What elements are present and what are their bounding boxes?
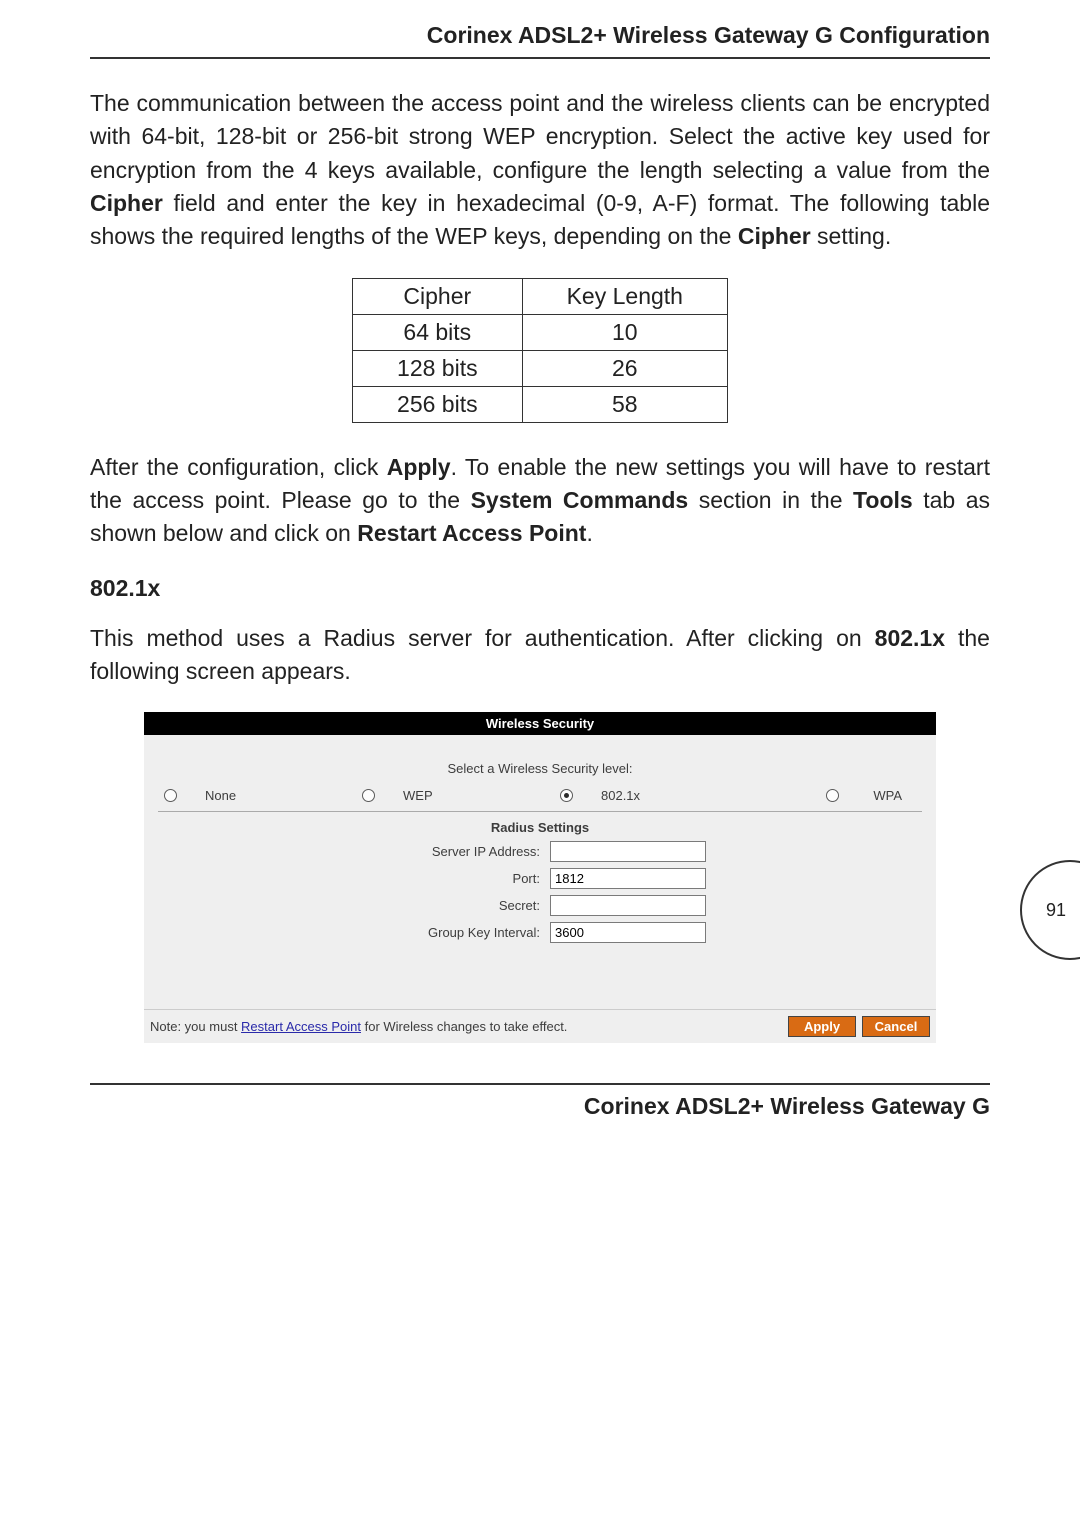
table-row: 128 bits 26 — [353, 350, 728, 386]
radius-settings-heading: Radius Settings — [158, 820, 922, 841]
restart-access-point-link[interactable]: Restart Access Point — [241, 1019, 361, 1034]
panel-footer: Note: you must Restart Access Point for … — [144, 1009, 936, 1043]
table-header-cipher: Cipher — [353, 278, 523, 314]
wireless-security-panel: Wireless Security Select a Wireless Secu… — [144, 712, 936, 1043]
header-divider — [90, 57, 990, 59]
row-port: Port: — [158, 868, 922, 889]
input-group-key-interval[interactable] — [550, 922, 706, 943]
radio-8021x[interactable] — [560, 789, 573, 802]
input-server-ip[interactable] — [550, 841, 706, 862]
panel-body: Select a Wireless Security level: None W… — [144, 735, 936, 1009]
radio-wep[interactable] — [362, 789, 375, 802]
select-security-label: Select a Wireless Security level: — [158, 761, 922, 776]
cipher-key-length-table: Cipher Key Length 64 bits 10 128 bits 26… — [352, 278, 728, 423]
page-footer-title: Corinex ADSL2+ Wireless Gateway G — [90, 1093, 990, 1140]
radio-label-8021x: 802.1x — [601, 788, 640, 803]
footer-note: Note: you must Restart Access Point for … — [150, 1019, 567, 1034]
page-number-badge: 91 — [1020, 860, 1080, 960]
page-header-title: Corinex ADSL2+ Wireless Gateway G Config… — [90, 0, 990, 57]
panel-title: Wireless Security — [144, 712, 936, 735]
radio-none[interactable] — [164, 789, 177, 802]
apply-button[interactable]: Apply — [788, 1016, 856, 1037]
table-header-keylength: Key Length — [522, 278, 727, 314]
radio-label-none: None — [205, 788, 236, 803]
security-option-none[interactable]: None — [164, 788, 362, 803]
radio-wpa[interactable] — [826, 789, 839, 802]
label-port: Port: — [158, 871, 550, 886]
heading-8021x: 802.1x — [90, 575, 990, 602]
row-secret: Secret: — [158, 895, 922, 916]
security-option-wep[interactable]: WEP — [362, 788, 560, 803]
cancel-button[interactable]: Cancel — [862, 1016, 930, 1037]
label-server-ip: Server IP Address: — [158, 844, 550, 859]
radio-label-wpa: WPA — [873, 788, 902, 803]
input-port[interactable] — [550, 868, 706, 889]
paragraph-8021x-intro: This method uses a Radius server for aut… — [90, 622, 990, 689]
security-options-row: None WEP 802.1x WPA — [158, 788, 922, 812]
label-group-key-interval: Group Key Interval: — [158, 925, 550, 940]
row-server-ip: Server IP Address: — [158, 841, 922, 862]
footer-divider — [90, 1083, 990, 1085]
table-row: 256 bits 58 — [353, 386, 728, 422]
table-row: 64 bits 10 — [353, 314, 728, 350]
paragraph-apply-restart: After the configuration, click Apply. To… — [90, 451, 990, 551]
security-option-8021x[interactable]: 802.1x — [560, 788, 758, 803]
security-option-wpa[interactable]: WPA — [758, 788, 916, 803]
row-group-key-interval: Group Key Interval: — [158, 922, 922, 943]
radio-label-wep: WEP — [403, 788, 433, 803]
label-secret: Secret: — [158, 898, 550, 913]
page-number: 91 — [1046, 900, 1066, 921]
input-secret[interactable] — [550, 895, 706, 916]
paragraph-wep-intro: The communication between the access poi… — [90, 87, 990, 254]
